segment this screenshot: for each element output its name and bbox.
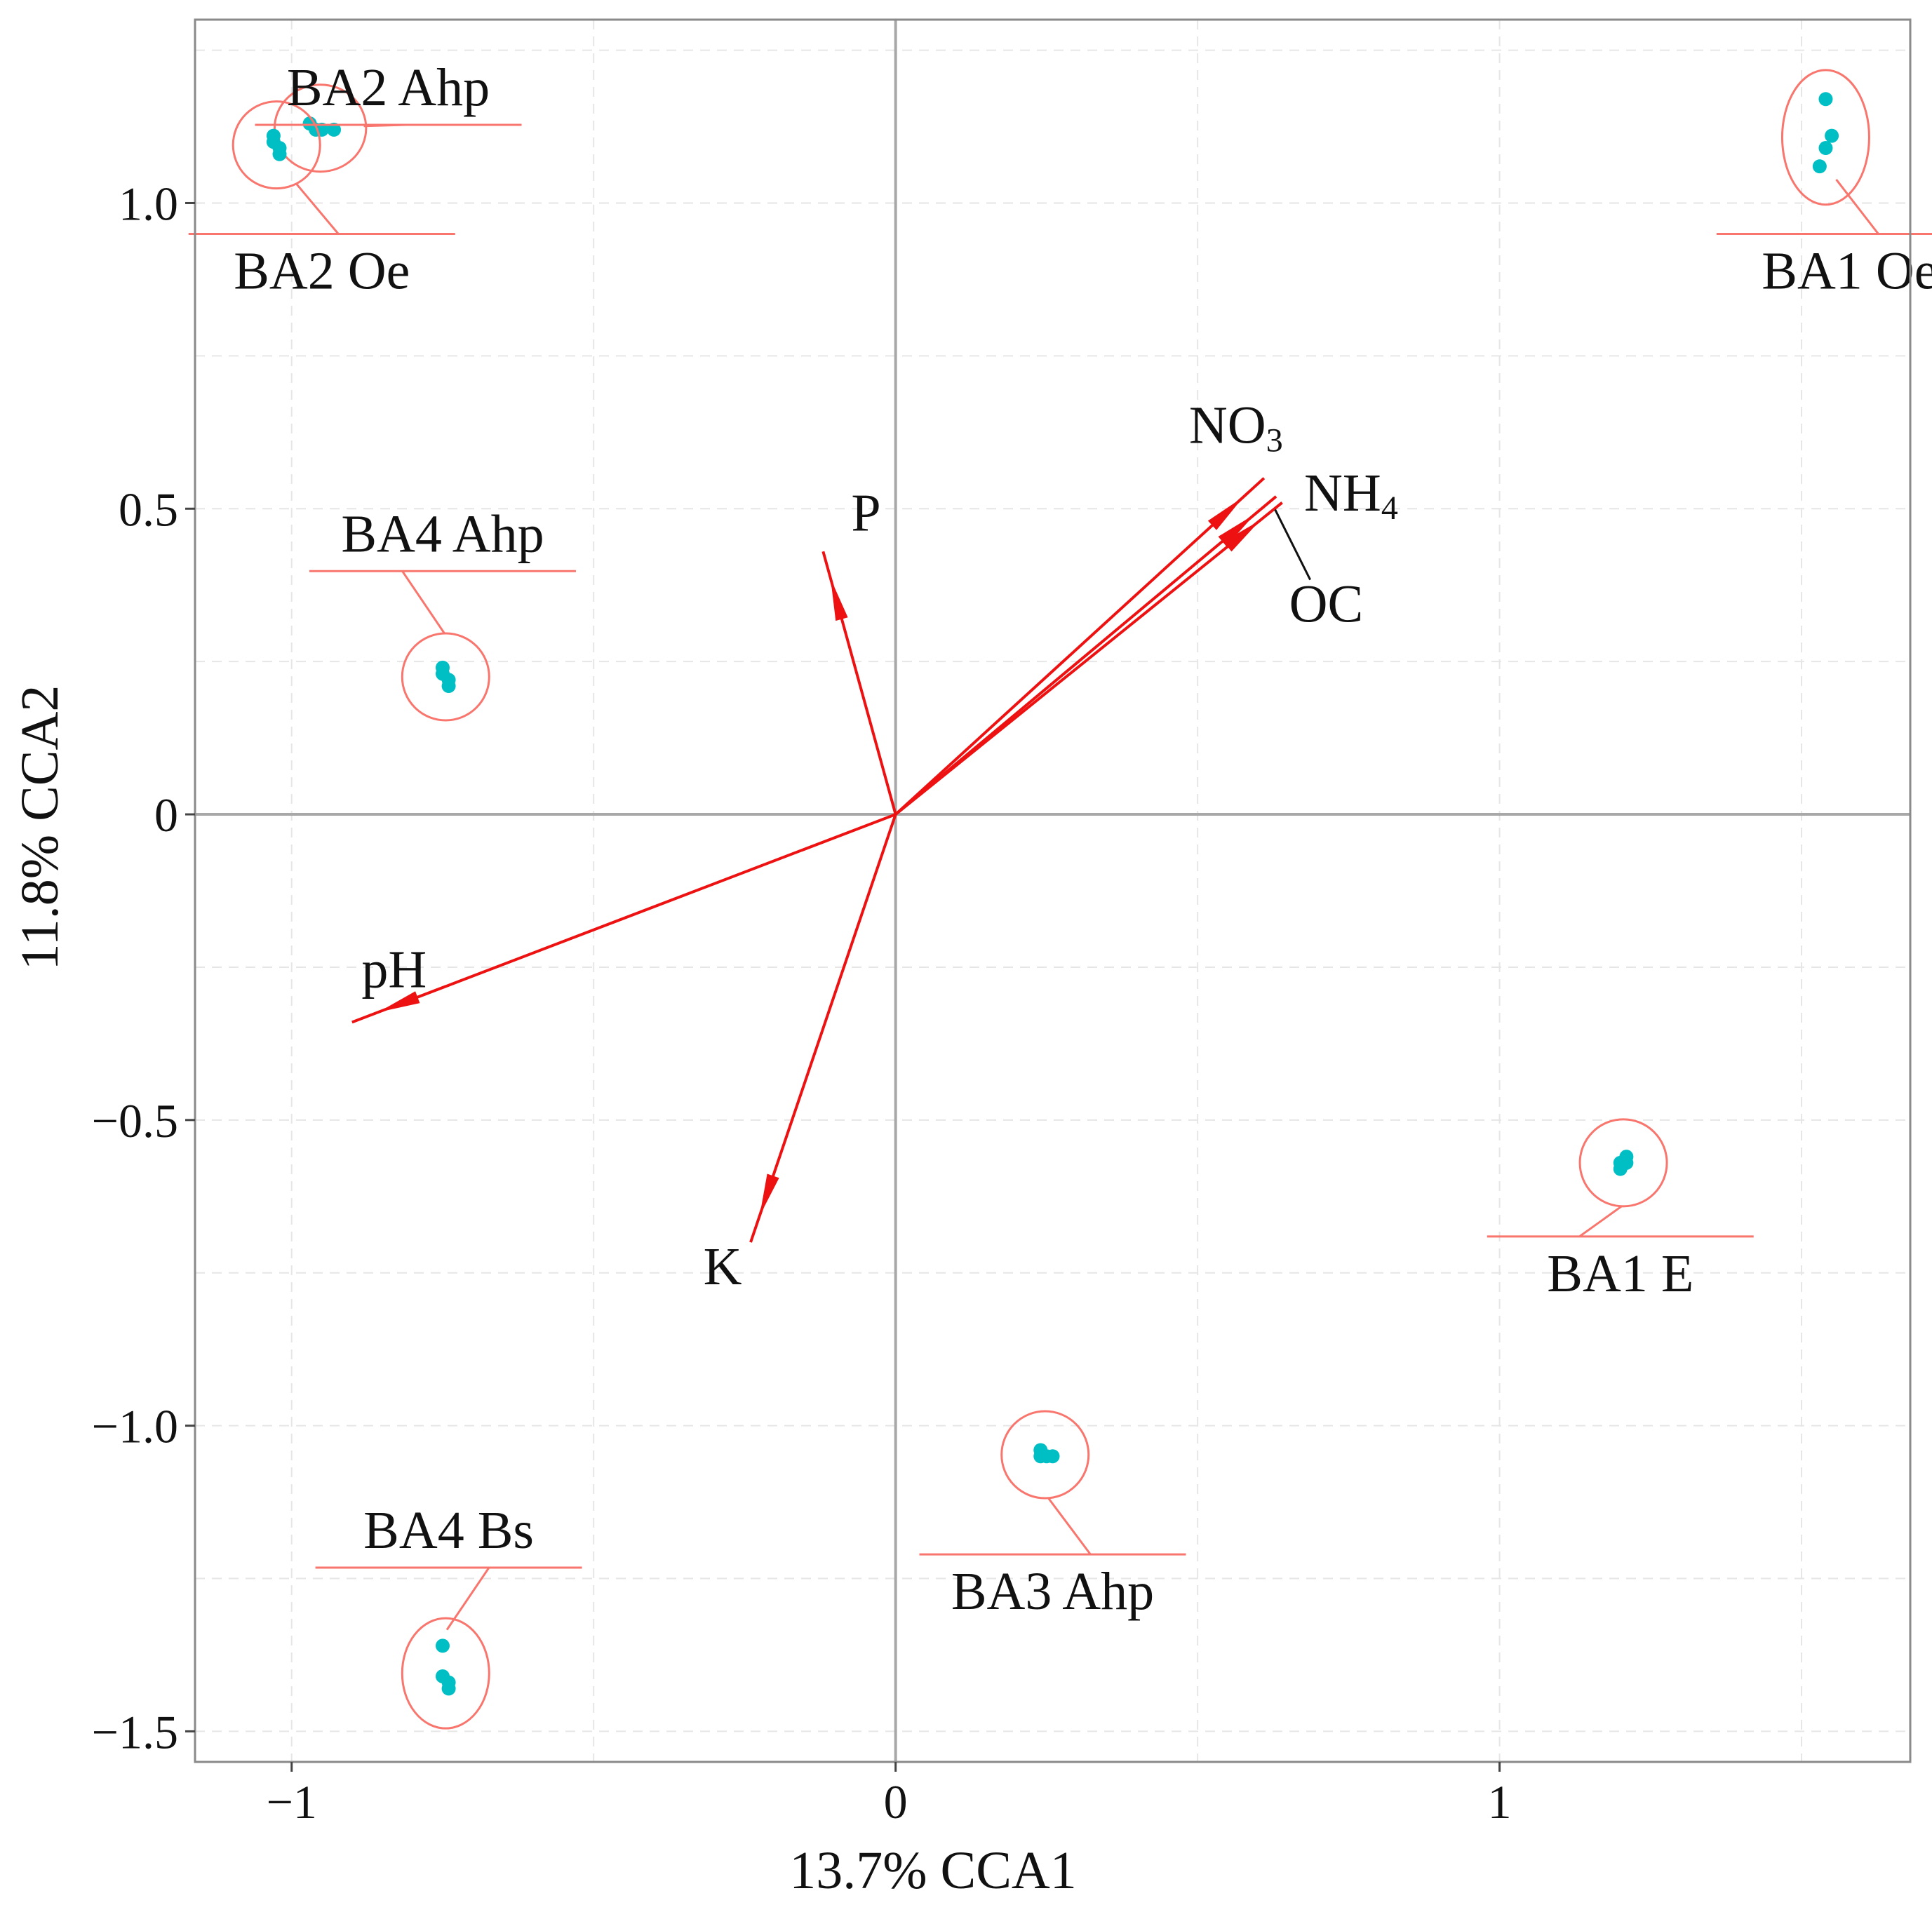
label-leader-line [188, 182, 455, 235]
environment-vectors: NO3 NH4 OC PpH K [351, 396, 1398, 1296]
y-axis-ticks: 1.0 0.5 0 −0.5 −1.0 −1.5 [92, 177, 195, 1758]
minor-gridlines [195, 20, 1910, 1762]
sample-point [441, 1681, 456, 1696]
x-axis-ticks: −1 0 1 [267, 1762, 1512, 1829]
group-ellipse [1578, 1118, 1668, 1208]
vector-line [749, 814, 897, 1243]
x-tick-label: 0 [884, 1775, 908, 1829]
oc-leader-line [1274, 509, 1311, 581]
sample-point [1825, 128, 1839, 143]
site-labels: BA2 Ahp BA2 Oe BA1 Oe BA4 Ahp BA1 E BA3 Ahp BA… [188, 58, 1932, 1631]
group-ba2-oe [232, 100, 321, 190]
vector-arrowhead [1207, 497, 1244, 530]
sample-point [1812, 159, 1827, 174]
group-ellipse [232, 100, 321, 190]
vector-line [894, 501, 1283, 816]
y-axis-title: 11.8% CCA2 [11, 685, 69, 971]
y-tick-label: 0.5 [119, 483, 178, 536]
group-ba1-oe [1780, 69, 1870, 206]
vector-line [894, 477, 1266, 816]
vector-line [351, 813, 897, 1024]
sample-point [435, 1638, 450, 1653]
vector-p: P [821, 483, 897, 815]
sample-point [1033, 1449, 1048, 1464]
vector-arrowhead [830, 578, 848, 621]
y-tick-label: −1.0 [92, 1400, 178, 1453]
vector-label: K [704, 1237, 742, 1296]
vector-arrowhead [759, 1173, 779, 1216]
label-leader-line [1487, 1205, 1754, 1238]
sample-point [1818, 141, 1833, 156]
vector-oc: OC [894, 501, 1364, 816]
group-ellipse [401, 1617, 490, 1730]
vector-label: NO3 [1189, 396, 1283, 459]
vector-ph: pH [351, 813, 897, 1024]
x-axis-title: 13.7% CCA1 [789, 1841, 1077, 1900]
group-ba1-e [1578, 1118, 1668, 1208]
sample-point [1619, 1155, 1634, 1170]
vector-label: pH [361, 940, 427, 999]
sample-point [1818, 92, 1833, 107]
site-label-ba2-oe: BA2 Oe [234, 241, 410, 300]
y-tick-label: 1.0 [119, 177, 178, 230]
x-tick-label: −1 [267, 1775, 317, 1829]
group-ellipse [401, 632, 490, 722]
vector-k: K [704, 814, 897, 1296]
label-leader-line [315, 1566, 582, 1631]
group-ellipse [1000, 1410, 1090, 1500]
site-label-ba1-oe: BA1 Oe [1762, 241, 1932, 300]
group-ellipse [273, 83, 368, 173]
panel-border [194, 18, 1912, 1763]
y-tick-label: −0.5 [92, 1094, 178, 1147]
group-ba4-bs [401, 1617, 490, 1730]
y-tick-label: 0 [154, 788, 178, 842]
vector-nh4: NH4 [894, 464, 1398, 816]
sample-point [272, 147, 287, 161]
label-leader-line [255, 123, 522, 128]
vector-label: OC [1289, 575, 1364, 634]
site-label-ba4-ahp: BA4 Ahp [341, 504, 544, 563]
vector-label: NH4 [1304, 464, 1398, 527]
sample-point [327, 122, 342, 137]
site-label-ba4-bs: BA4 Bs [363, 1501, 534, 1560]
site-label-ba2-ahp: BA2 Ahp [287, 58, 490, 117]
sample-point [1045, 1449, 1060, 1464]
group-ellipse [1780, 69, 1870, 206]
sample-point [441, 679, 456, 694]
vector-arrowhead [1223, 520, 1261, 552]
label-leader-line [309, 570, 576, 634]
sample-groups [232, 69, 1870, 1730]
x-tick-label: 1 [1488, 1775, 1512, 1829]
group-ba3-ahp [1000, 1410, 1090, 1500]
panel-background [195, 20, 1910, 1762]
group-ba4-ahp [401, 632, 490, 722]
vector-label: P [851, 483, 880, 542]
site-label-ba3-ahp: BA3 Ahp [951, 1562, 1154, 1621]
vector-line [894, 495, 1277, 816]
vector-arrowhead [1218, 514, 1255, 546]
label-leader-line [919, 1497, 1186, 1556]
site-label-ba1-e: BA1 E [1547, 1244, 1693, 1303]
label-leader-line [1716, 179, 1932, 235]
y-tick-label: −1.5 [92, 1705, 178, 1758]
zero-reference-lines [195, 20, 1910, 1762]
vector-no3: NO3 [894, 396, 1283, 816]
vector-arrowhead [378, 991, 420, 1013]
